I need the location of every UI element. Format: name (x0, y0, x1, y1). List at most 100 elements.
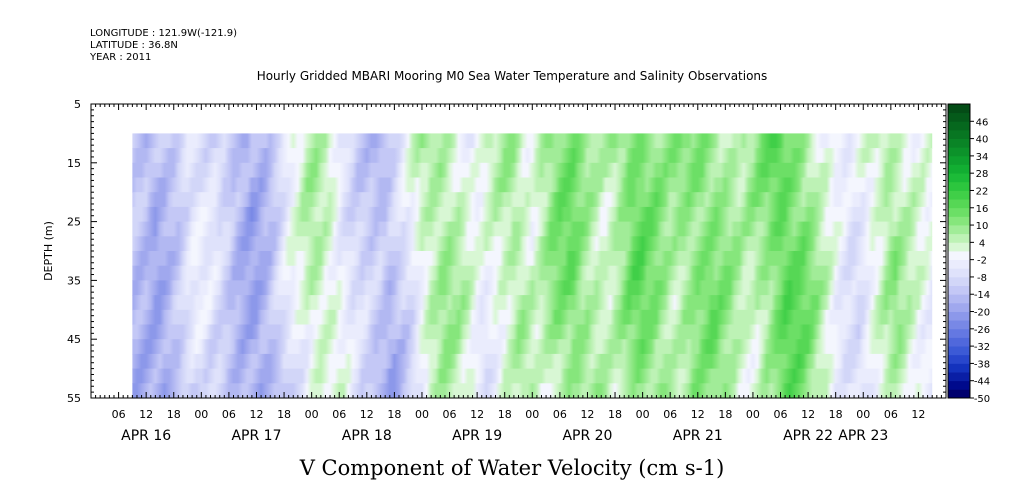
colorbar-cell (948, 233, 970, 243)
x-hour-label: 18 (608, 408, 622, 421)
colorbar-cell (948, 285, 970, 295)
x-hour-label: 18 (167, 408, 181, 421)
colorbar-cell (948, 138, 970, 148)
x-hour-label: 12 (470, 408, 484, 421)
y-tick-label: 35 (67, 274, 81, 287)
colorbar-label: 34 (976, 152, 989, 163)
depth-band (132, 206, 933, 223)
x-hour-label: 06 (553, 408, 567, 421)
colorbar-cell (948, 268, 970, 278)
depth-band (132, 324, 933, 340)
chart-title: Hourly Gridded MBARI Mooring M0 Sea Wate… (257, 69, 768, 83)
colorbar-label: -32 (974, 342, 990, 353)
x-hour-label: 00 (415, 408, 429, 421)
colorbar-cell (948, 389, 970, 399)
x-day-label: APR 16 (121, 428, 171, 444)
colorbar-cell (948, 104, 970, 114)
x-hour-label: 00 (856, 408, 870, 421)
colorbar-cell (948, 147, 970, 157)
colorbar-label: 40 (976, 135, 989, 146)
time-axis: 06 12 18 00 06 12 18 00 06 12 18 00 06 12 18 00 06 12 18 00… (90, 104, 947, 444)
colorbar-cell (948, 155, 970, 165)
x-hour-label: 00 (525, 408, 539, 421)
x-hour-label: 00 (305, 408, 319, 421)
colorbar-cell (948, 320, 970, 330)
colorbar-cell (948, 121, 970, 131)
x-hour-label: 00 (636, 408, 650, 421)
y-tick-label: 15 (67, 157, 81, 170)
y-tick-label: 55 (67, 392, 81, 405)
colorbar-frame (947, 103, 971, 399)
depth-band (132, 339, 933, 355)
colorbar-cell (948, 199, 970, 209)
x-hour-label: 12 (139, 408, 153, 421)
colorbar-cell (948, 112, 970, 122)
colorbar-label: -8 (977, 273, 987, 284)
colorbar-cell (948, 225, 970, 235)
depth-band (132, 383, 933, 399)
colorbar-label: 22 (976, 186, 989, 197)
colorbar-label: -2 (977, 256, 987, 267)
colorbar: 46 40 34 28 22 16 10 4 -2 -8 -14 -20 -26 -32 -38 -44 -50 (947, 103, 990, 405)
depth-band (132, 148, 933, 164)
depth-band (132, 368, 933, 384)
depth-band (132, 280, 933, 296)
colorbar-label: 46 (976, 117, 989, 128)
x-day-label: APR 22 (783, 428, 833, 444)
x-day-label: APR 20 (562, 428, 612, 444)
colorbar-cell (948, 328, 970, 338)
colorbar-cell (948, 259, 970, 269)
y-tick-label: 25 (67, 216, 81, 229)
x-day-label: APR 19 (452, 428, 502, 444)
x-day-label: APR 18 (342, 428, 392, 444)
depth-band (132, 221, 933, 237)
x-hour-label: 18 (387, 408, 401, 421)
depth-band (132, 162, 933, 179)
x-hour-label: 06 (112, 408, 126, 421)
colorbar-cell (948, 294, 970, 304)
x-hour-label: 06 (884, 408, 898, 421)
x-hour-label: 00 (194, 408, 208, 421)
colorbar-cell (948, 372, 970, 382)
colorbar-cell (948, 181, 970, 191)
x-hour-label: 18 (277, 408, 291, 421)
x-hour-label: 06 (774, 408, 788, 421)
colorbar-label: 4 (979, 238, 985, 249)
colorbar-label: -44 (974, 377, 990, 388)
x-hour-label: 12 (691, 408, 705, 421)
longitude-label: LONGITUDE : 121.9W(-121.9) (90, 28, 237, 39)
y-tick-label: 45 (67, 333, 81, 346)
colorbar-cell (948, 354, 970, 364)
x-hour-label: 06 (222, 408, 236, 421)
x-hour-label: 12 (580, 408, 594, 421)
colorbar-cell (948, 311, 970, 321)
y-axis-label: DEPTH (m) (42, 221, 55, 281)
colorbar-cell (948, 216, 970, 226)
colorbar-cell (948, 242, 970, 252)
latitude-label: LATITUDE : 36.8N (90, 40, 178, 51)
x-hour-label: 06 (332, 408, 346, 421)
depth-band (132, 177, 933, 193)
x-axis-label: V Component of Water Velocity (cm s-1) (299, 456, 725, 480)
colorbar-cell (948, 129, 970, 139)
depth-band (132, 309, 933, 326)
x-hour-label: 18 (829, 408, 843, 421)
x-hour-label: 00 (746, 408, 760, 421)
colorbar-cell (948, 380, 970, 390)
colorbar-label: -14 (974, 290, 990, 301)
contour-field (132, 133, 933, 399)
depth-band (132, 251, 933, 267)
colorbar-cell (948, 173, 970, 183)
colorbar-cell (948, 302, 970, 312)
y-tick-label: 5 (74, 98, 81, 111)
colorbar-label: -38 (974, 359, 990, 370)
depth-axis: 5 15 25 35 45 55 (67, 98, 946, 405)
x-hour-label: 12 (911, 408, 925, 421)
depth-band (132, 192, 933, 208)
colorbar-cell (948, 164, 970, 174)
x-hour-label: 06 (443, 408, 457, 421)
colorbar-cell (948, 207, 970, 217)
depth-band (132, 133, 933, 149)
x-hour-label: 12 (249, 408, 263, 421)
